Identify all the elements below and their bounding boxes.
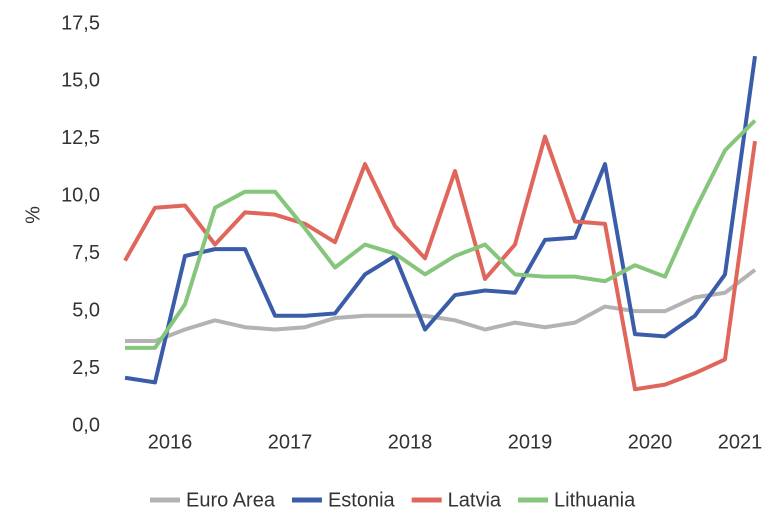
y-tick-label: 5,0 (72, 299, 100, 321)
series-line (125, 268, 757, 344)
y-tick-label: 7,5 (72, 242, 100, 264)
x-tick-label: 2021 (718, 431, 763, 453)
y-axis-label: % (22, 206, 44, 224)
legend-label: Lithuania (554, 489, 636, 511)
x-tick-label: 2020 (628, 431, 673, 453)
x-tick-label: 2016 (148, 431, 193, 453)
series-line (123, 134, 757, 392)
y-tick-label: 12,5 (61, 127, 100, 149)
legend-label: Latvia (448, 489, 502, 511)
y-tick-label: 17,5 (61, 12, 100, 34)
y-tick-label: 2,5 (72, 357, 100, 379)
y-tick-label: 10,0 (61, 185, 100, 207)
x-tick-label: 2018 (388, 431, 433, 453)
y-tick-label: 0,0 (72, 414, 100, 436)
legend-label: Estonia (328, 489, 396, 511)
y-tick-label: 15,0 (61, 70, 100, 92)
series-line (124, 55, 757, 385)
x-tick-label: 2019 (508, 431, 553, 453)
x-tick-label: 2017 (268, 431, 313, 453)
legend-label: Euro Area (186, 489, 276, 511)
series-line (125, 119, 757, 350)
